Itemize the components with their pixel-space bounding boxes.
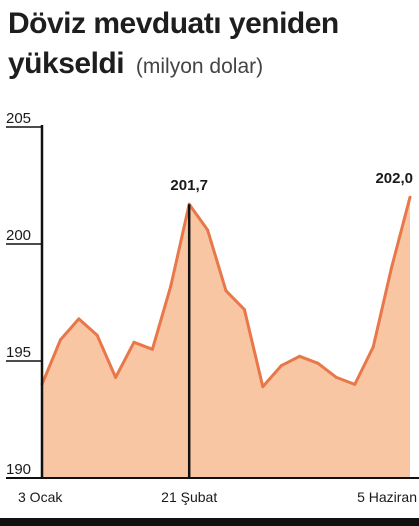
chart-title: Döviz mevduatı yeniden yükseldi (milyon … — [8, 4, 339, 87]
y-tick-label: 200 — [6, 227, 31, 244]
area-fill — [42, 197, 410, 478]
x-tick-label: 21 Şubat — [161, 489, 217, 505]
data-point — [408, 195, 412, 199]
data-point — [261, 385, 265, 389]
x-tick-label: 5 Haziran — [357, 489, 417, 505]
data-point — [242, 308, 246, 311]
data-point — [353, 382, 357, 386]
data-point — [371, 345, 375, 349]
data-point — [224, 289, 228, 293]
title-line-1: Döviz mevduatı yeniden — [8, 7, 339, 40]
title-line-2: yükseldi — [8, 47, 125, 80]
data-point — [206, 228, 210, 232]
data-label: 202,0 — [375, 170, 413, 187]
data-point — [390, 265, 394, 269]
data-point — [150, 347, 154, 351]
data-point — [334, 375, 338, 379]
data-point — [316, 361, 320, 365]
data-point — [77, 317, 81, 321]
y-tick-label: 205 — [6, 110, 31, 127]
data-point — [95, 333, 99, 337]
data-point — [298, 354, 302, 358]
data-point — [58, 338, 62, 342]
data-point — [169, 284, 173, 288]
data-point — [114, 375, 118, 379]
y-tick-label: 195 — [6, 344, 31, 361]
x-tick-label: 3 Ocak — [18, 489, 63, 505]
y-tick-label: 190 — [6, 461, 31, 478]
bottom-rule — [0, 518, 419, 526]
data-point — [279, 364, 283, 368]
unit-label: (milyon dolar) — [135, 55, 264, 78]
data-label: 201,7 — [170, 177, 208, 194]
data-point — [132, 340, 136, 344]
